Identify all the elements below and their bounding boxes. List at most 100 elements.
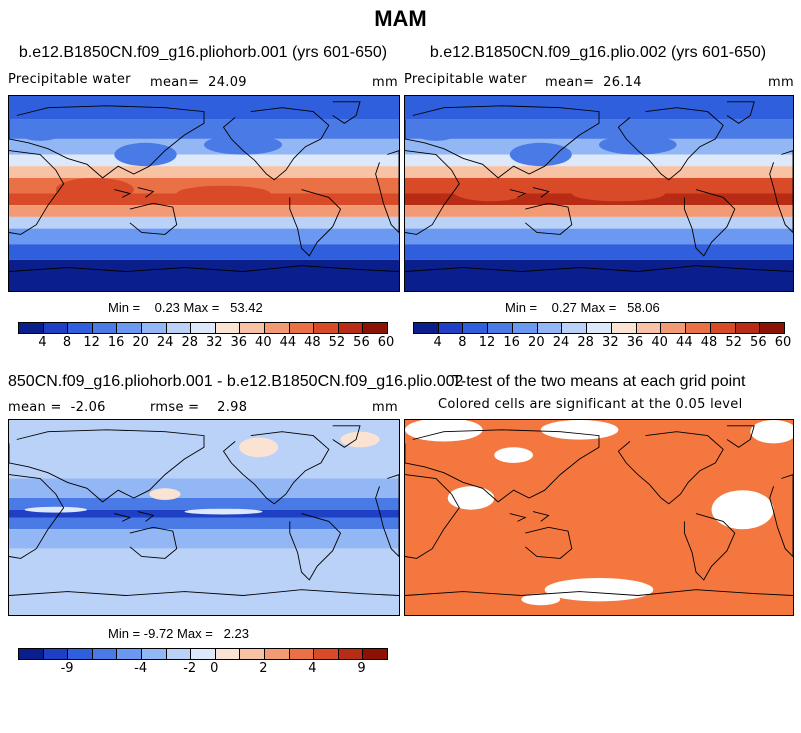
field-blob — [204, 135, 282, 155]
panel2-mean: mean= 26.14 — [545, 75, 642, 90]
coastline — [289, 189, 342, 257]
colorbar-swatch — [166, 649, 192, 659]
field-blob — [149, 488, 181, 500]
colorbar-tick-label: 28 — [577, 335, 594, 350]
panel1-min-value: 0.23 — [154, 300, 180, 315]
colorbar-swatch — [117, 323, 142, 333]
colorbar-swatch — [117, 649, 142, 659]
colorbar-swatch — [92, 649, 118, 659]
field-band — [9, 216, 399, 229]
coastline — [405, 265, 793, 272]
field-blob — [509, 142, 572, 167]
colorbar-swatch — [363, 649, 387, 659]
field-band — [9, 244, 399, 260]
field-band — [9, 420, 399, 479]
coastline — [525, 202, 573, 235]
colorbar-swatch — [19, 649, 44, 659]
panel2-mean-value: 26.14 — [603, 75, 642, 90]
colorbar-swatch — [338, 323, 364, 333]
panel2-colorbar-ticks: 4 8 12 16 20 24 28 32 36 40 44 48 52 56 60 — [413, 335, 792, 351]
field-blob — [16, 121, 64, 141]
field-band — [405, 138, 793, 155]
colorbar-swatch — [562, 323, 588, 333]
field-band — [405, 119, 793, 139]
colorbar-tick-label: 20 — [528, 335, 545, 350]
field-band — [405, 96, 793, 120]
panel1-mean-label: mean= — [150, 75, 200, 90]
panel1-colorbar — [18, 322, 388, 334]
field-bands — [9, 96, 399, 291]
colorbar-swatch — [636, 323, 662, 333]
field-band — [405, 216, 793, 229]
field-band — [405, 154, 793, 167]
coastline — [726, 425, 755, 448]
field-blob — [451, 177, 530, 202]
panel1-max-value: 53.42 — [230, 300, 263, 315]
colorbar-swatch — [512, 323, 538, 333]
coastline — [137, 187, 155, 198]
field-blob — [599, 135, 677, 155]
panel1-map — [8, 95, 400, 292]
panel1-units: mm — [372, 75, 398, 90]
panel2-title: b.e12.B1850CN.f09_g16.plio.002 (yrs 601-… — [429, 44, 767, 61]
coastline — [726, 101, 755, 124]
coastline-group — [9, 425, 399, 596]
coastline — [332, 101, 361, 124]
colorbar-swatch — [141, 323, 167, 333]
colorbar-tick-label: 4 — [308, 661, 317, 676]
coastline-group — [405, 101, 793, 272]
not-significant-area — [494, 447, 533, 463]
colorbar-swatch — [215, 323, 241, 333]
coastline — [114, 513, 132, 522]
colorbar-tick-label: 28 — [181, 335, 198, 350]
coastline — [683, 189, 736, 257]
not-significant-area — [540, 420, 619, 440]
field-band — [9, 529, 399, 549]
panel1-colorbar-ticks: 4 8 12 16 20 24 28 32 36 40 44 48 52 56 60 — [18, 335, 394, 351]
panel3-min-value: -9.72 — [143, 626, 174, 641]
panel3-rmse: rmse = 2.98 — [150, 400, 247, 415]
field-blob — [176, 185, 271, 202]
panel3-stats: mean = -2.06 — [8, 400, 106, 415]
panel4-subtitle: Colored cells are significant at the 0.0… — [438, 397, 743, 412]
field-band — [9, 119, 399, 139]
field-blob — [239, 437, 279, 458]
panel3-field — [9, 420, 399, 615]
panel2-field — [405, 96, 793, 291]
coastline — [114, 189, 132, 198]
colorbar-tick-label: 60 — [377, 335, 395, 350]
colorbar-tick-label: 4 — [38, 335, 47, 350]
colorbar-tick-label: 4 — [433, 335, 442, 350]
not-significant-area — [521, 593, 561, 606]
field-band — [9, 478, 399, 498]
colorbar-swatch — [537, 323, 563, 333]
colorbar-swatch — [488, 323, 513, 333]
field-band — [9, 205, 399, 217]
colorbar-tick-label: 48 — [304, 335, 321, 350]
colorbar-tick-label: 32 — [602, 335, 619, 350]
colorbar-tick-label: 24 — [552, 335, 570, 350]
panel3-map — [8, 419, 400, 616]
panel2-units: mm — [768, 75, 794, 90]
coastline — [9, 474, 65, 559]
not-significant-area — [447, 486, 495, 510]
panel4-field — [405, 420, 793, 615]
panel1-variable-label: Precipitable water — [8, 72, 131, 87]
colorbar-tick-label: -4 — [134, 661, 148, 676]
colorbar-swatch — [141, 649, 167, 659]
coastline — [405, 429, 600, 503]
colorbar-tick-label: 12 — [478, 335, 496, 350]
field-band — [9, 96, 399, 120]
field-band — [9, 228, 399, 245]
coastline — [405, 589, 793, 596]
coastline — [405, 150, 460, 235]
coastline — [9, 429, 205, 503]
coastline-group — [9, 101, 399, 272]
colorbar-swatch — [710, 323, 736, 333]
coastline — [375, 150, 399, 234]
panel2-min-value: 0.27 — [551, 300, 577, 315]
field-band — [405, 166, 793, 178]
panel3-colorbar — [18, 648, 388, 660]
colorbar-tick-label: 40 — [255, 335, 272, 350]
field-band — [9, 548, 399, 615]
